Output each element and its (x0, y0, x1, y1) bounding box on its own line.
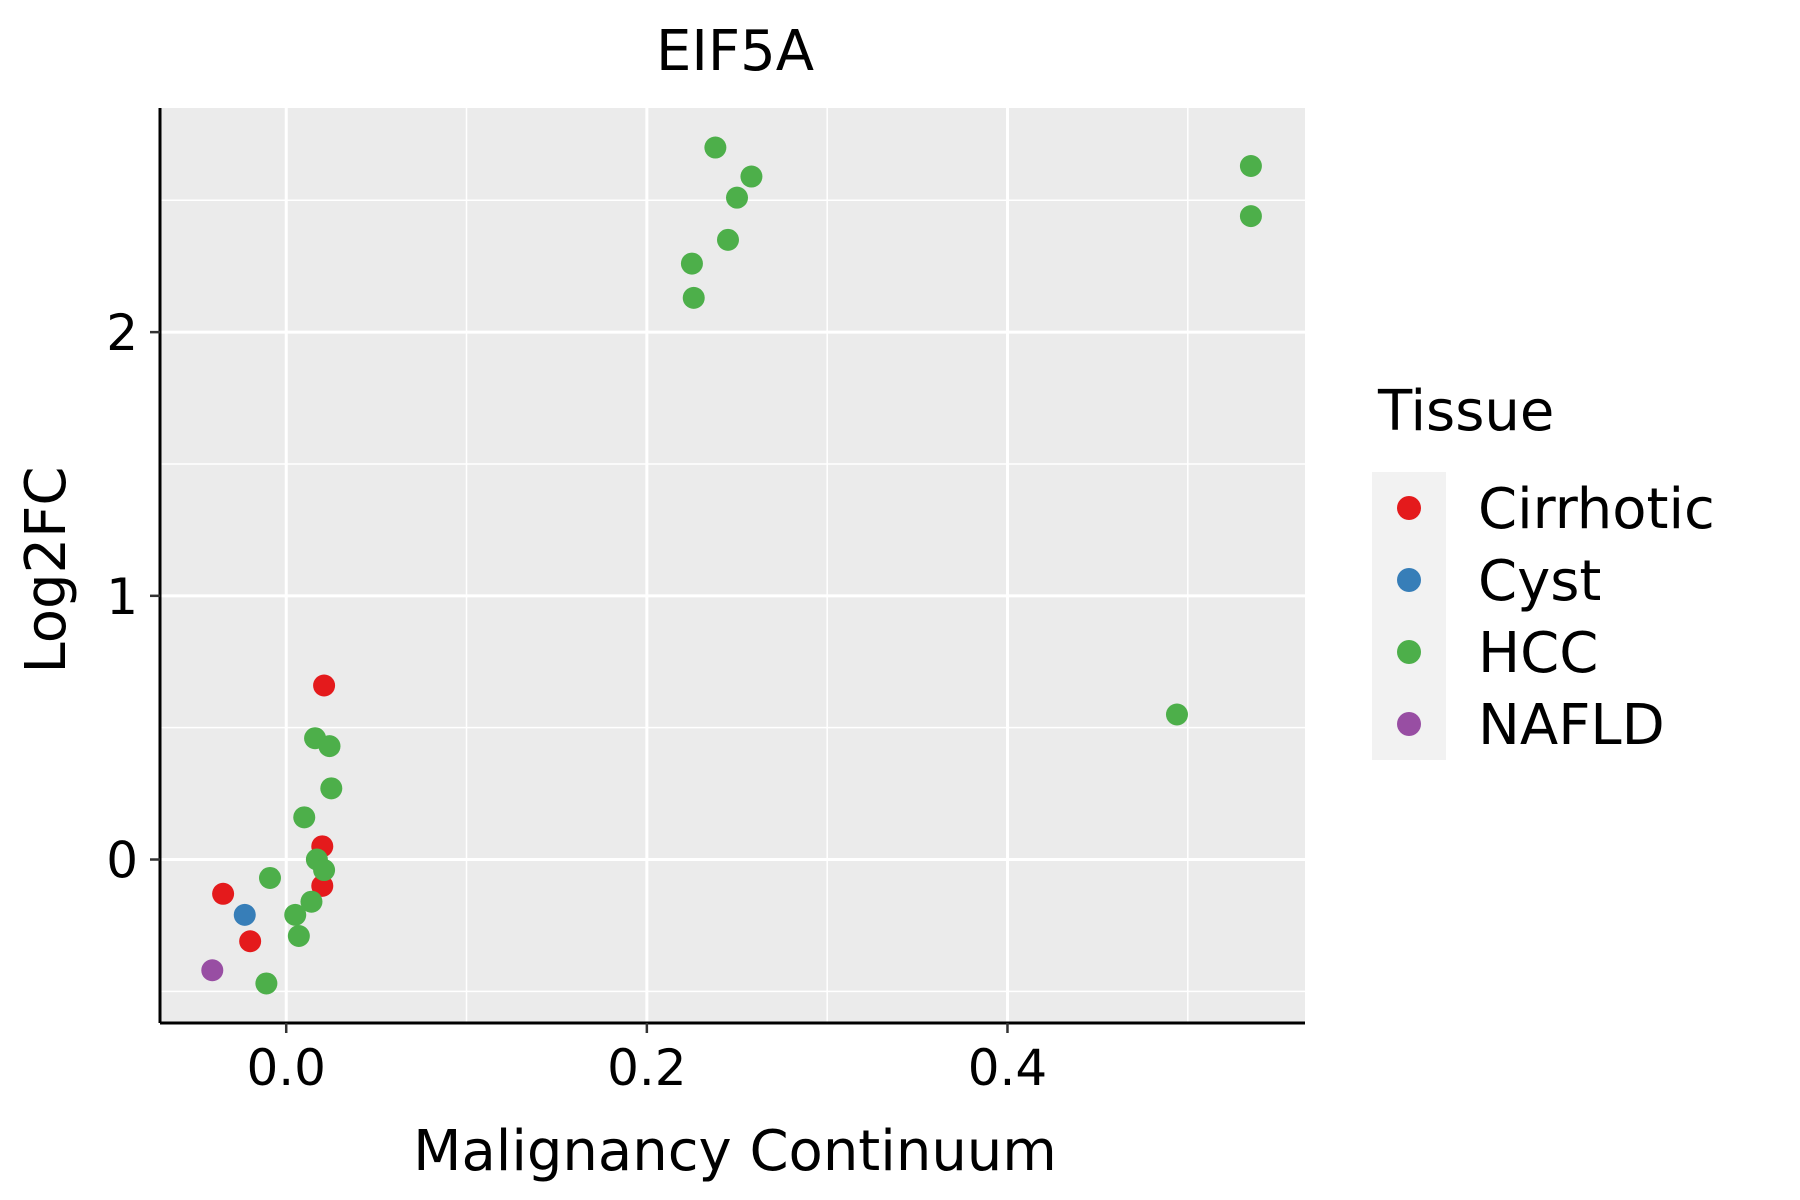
point-hcc (320, 777, 343, 800)
y-tick-label: 1 (106, 568, 138, 626)
point-cirrhotic (313, 674, 336, 697)
y-tick-label: 2 (106, 304, 138, 362)
legend-entries: Cirrhotic Cyst HCC NAFLD (1372, 472, 1715, 760)
y-axis-title: Log2FC (14, 467, 79, 674)
y-axis-ticks: 0 1 2 (106, 304, 160, 890)
x-axis-title: Malignancy Continuum (413, 1119, 1057, 1184)
legend-marker-nafld (1397, 712, 1421, 736)
point-hcc (287, 924, 310, 947)
point-hcc (716, 228, 739, 251)
x-tick-label: 0.4 (968, 1039, 1048, 1097)
minor-gridlines (105, 108, 1305, 1023)
point-hcc (293, 806, 316, 829)
point-hcc (284, 903, 307, 926)
point-hcc (740, 165, 763, 188)
point-hcc (726, 186, 749, 209)
point-nafld (201, 959, 224, 982)
legend-title: Tissue (1377, 379, 1554, 444)
point-hcc (704, 136, 727, 159)
point-hcc (1239, 155, 1262, 178)
point-hcc (258, 866, 281, 889)
point-cyst (233, 903, 256, 926)
x-tick-label: 0.0 (246, 1039, 326, 1097)
legend-label-hcc: HCC (1478, 621, 1598, 686)
point-hcc (680, 252, 703, 275)
x-axis-ticks: 0.0 0.2 0.4 (246, 1023, 1047, 1097)
point-hcc (682, 286, 705, 309)
legend-label-nafld: NAFLD (1478, 693, 1665, 758)
legend-marker-cirrhotic (1397, 496, 1421, 520)
point-hcc (1165, 703, 1188, 726)
point-hcc (1239, 205, 1262, 228)
x-tick-label: 0.2 (607, 1039, 687, 1097)
point-hcc (255, 972, 278, 995)
point-hcc (318, 735, 341, 758)
legend-label-cirrhotic: Cirrhotic (1478, 477, 1715, 542)
legend: Tissue Cirrhotic Cyst HCC NAFLD (1372, 379, 1715, 760)
plot-panel (160, 108, 1305, 1023)
point-hcc (300, 890, 323, 913)
legend-marker-cyst (1397, 568, 1421, 592)
y-tick-label: 0 (106, 832, 138, 890)
point-hcc (313, 859, 336, 882)
legend-marker-hcc (1397, 640, 1421, 664)
legend-label-cyst: Cyst (1478, 549, 1601, 614)
data-points (201, 136, 1262, 995)
major-gridlines (160, 108, 1305, 1023)
point-cirrhotic (212, 882, 235, 905)
point-cirrhotic (239, 930, 262, 953)
chart-title: EIF5A (656, 19, 814, 84)
